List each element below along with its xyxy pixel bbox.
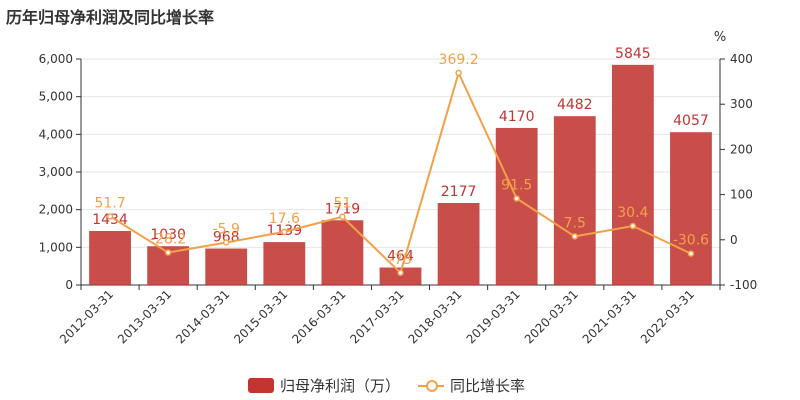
y-left-tick-label: 0 <box>65 278 73 292</box>
bar <box>89 230 131 285</box>
bar <box>379 267 422 285</box>
growth-point <box>164 249 172 256</box>
bar-value-label: 2177 <box>441 184 477 200</box>
growth-point <box>571 233 579 240</box>
y-left-tick-label: 6,000 <box>39 52 73 66</box>
bar-value-label: 4482 <box>557 97 593 113</box>
y-right-tick-label: 300 <box>730 97 753 111</box>
bar <box>495 127 538 286</box>
growth-point <box>513 195 520 202</box>
bar-value-label: 5845 <box>615 46 651 62</box>
chart-title: 历年归母净利润及同比增长率 <box>6 8 215 27</box>
growth-point <box>397 269 404 277</box>
growth-point <box>629 222 637 230</box>
legend-bar-swatch <box>248 378 274 393</box>
bar-value-label: 1719 <box>325 201 361 217</box>
legend: 归母净利润（万） 同比增长率 <box>248 375 543 396</box>
growth-point <box>687 250 695 257</box>
bar <box>263 242 306 285</box>
x-tick-label: 2017-03-31 <box>347 287 406 346</box>
y-right-tick-label: 400 <box>730 52 753 66</box>
bar-value-label: 1434 <box>92 212 128 228</box>
growth-value-label: -5.9 <box>213 221 240 237</box>
growth-point <box>455 69 462 77</box>
y-left-tick-label: 2,000 <box>39 203 73 217</box>
growth-value-label: 369.2 <box>439 52 479 68</box>
growth-point <box>339 213 346 220</box>
growth-value-label: 51 <box>333 196 351 212</box>
x-tick-label: 2012-03-31 <box>57 287 116 346</box>
growth-value-label: -30.6 <box>673 233 709 249</box>
x-tick-label: 2015-03-31 <box>231 287 290 346</box>
bar <box>437 202 480 285</box>
y-right-tick-label: 0 <box>730 233 738 247</box>
growth-value-label: 30.4 <box>617 205 648 221</box>
legend-line-swatch <box>418 378 445 393</box>
x-tick-label: 2016-03-31 <box>289 287 348 346</box>
x-tick-label: 2019-03-31 <box>464 287 523 346</box>
growth-point <box>106 213 114 220</box>
growth-line <box>109 70 692 275</box>
growth-value-label: -73 <box>389 252 412 268</box>
bar <box>611 64 654 285</box>
growth-value-label: 91.5 <box>501 177 532 193</box>
bar-value-label: 1030 <box>150 227 186 243</box>
growth-point <box>281 228 288 236</box>
y-left-tick-label: 1,000 <box>39 240 73 254</box>
x-tick-label: 2021-03-31 <box>580 287 639 346</box>
bar <box>205 248 248 285</box>
growth-value-label: 51.7 <box>94 195 125 211</box>
legend-label-profit: 归母净利润（万） <box>280 377 401 395</box>
legend-item-growth[interactable]: 同比增长率 <box>418 375 525 396</box>
bar <box>670 132 712 285</box>
y-right-tick-label: -100 <box>730 278 757 292</box>
x-tick-label: 2013-03-31 <box>115 287 174 346</box>
legend-label-growth: 同比增长率 <box>450 377 526 395</box>
growth-value-label: -28.2 <box>150 232 186 248</box>
growth-value-label: 7.5 <box>564 215 586 231</box>
y-right-unit-label: % <box>714 30 726 45</box>
x-tick-label: 2020-03-31 <box>522 287 581 346</box>
y-right-tick-label: 100 <box>730 188 753 202</box>
bar-value-label: 4057 <box>673 113 709 129</box>
y-left-tick-label: 5,000 <box>39 90 73 104</box>
legend-item-profit[interactable]: 归母净利润（万） <box>248 375 400 396</box>
y-left-tick-label: 3,000 <box>39 165 73 179</box>
bar-value-label: 4170 <box>499 109 535 125</box>
x-tick-label: 2018-03-31 <box>405 287 464 346</box>
y-left-tick-label: 4,000 <box>39 127 73 141</box>
x-tick-label: 2014-03-31 <box>173 287 232 346</box>
y-right-tick-label: 200 <box>730 142 753 156</box>
growth-point <box>222 239 230 246</box>
bar <box>553 116 596 285</box>
growth-value-label: 17.6 <box>269 211 300 227</box>
x-tick-label: 2022-03-31 <box>638 287 697 346</box>
